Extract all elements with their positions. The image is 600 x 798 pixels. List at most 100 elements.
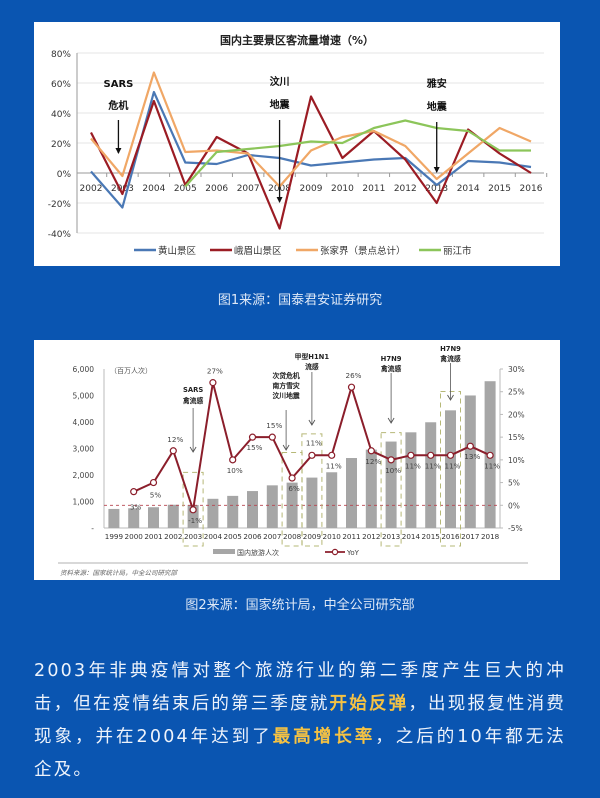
article-paragraph: 2003年非典疫情对整个旅游行业的第二季度产生巨大的冲击，但在疫情结束后的第三季… xyxy=(34,655,566,787)
y-right-tick-label: 25% xyxy=(508,388,525,397)
legend-label: 张家界（景点总计） xyxy=(320,245,406,257)
yoy-marker xyxy=(149,478,158,487)
x-tick-label: 2007 xyxy=(237,184,260,194)
yoy-marker xyxy=(308,451,316,459)
yoy-data-label: -1% xyxy=(188,516,202,525)
yoy-data-label: 11% xyxy=(405,461,421,470)
series-line xyxy=(90,71,532,188)
x-tick-label: 2002 xyxy=(80,184,103,194)
yoy-marker xyxy=(407,451,415,459)
yoy-data-label: 15% xyxy=(266,421,282,430)
y-right-tick-label: 10% xyxy=(508,456,525,465)
annotation-label: 地震 xyxy=(270,98,291,111)
x-tick-label: 2001 xyxy=(144,532,162,541)
x-tick-label: 2002 xyxy=(164,532,182,541)
yoy-marker xyxy=(466,442,474,450)
x-tick-label: 2009 xyxy=(303,532,322,541)
paragraph-text-3: ，之后的10年都无法企及。 xyxy=(34,727,566,780)
x-tick-label: 2007 xyxy=(263,532,281,541)
chart1-panel: 国内主要景区客流量增速（%） 80% 60% 40% 20% 0% -20% -40% 2002… xyxy=(34,22,560,266)
x-tick-label: 2006 xyxy=(243,532,262,541)
yoy-marker xyxy=(189,506,197,514)
bar xyxy=(266,485,278,528)
bar xyxy=(306,477,318,528)
bar xyxy=(148,507,159,528)
paragraph-text-2: ，出现报复性消费现象，并在2004年达到了 xyxy=(34,694,566,747)
highlight-peak-growth: 最高增长率 xyxy=(272,727,376,747)
annotation-label: SARS xyxy=(104,79,134,90)
bar xyxy=(365,449,377,528)
unit-label: （百万人次） xyxy=(110,366,152,375)
bar xyxy=(425,422,437,528)
yoy-data-label: 11% xyxy=(484,461,500,470)
yoy-data-label: 13% xyxy=(464,452,480,461)
annotation-label: 危机 xyxy=(108,99,128,112)
y-right-tick-label: -5% xyxy=(508,524,523,533)
event-annotation-label: 南方雪灾 xyxy=(273,381,300,390)
event-annotation-label: 次贷危机 xyxy=(273,371,300,380)
x-tick-label: 2012 xyxy=(362,532,380,541)
event-highlight-box xyxy=(182,471,204,547)
legend-label: YoY xyxy=(346,549,360,557)
yoy-data-label: 11% xyxy=(306,438,322,447)
chart2-source: 资料来源：国家统计局，中全公司研究部 xyxy=(60,569,179,577)
yoy-data-label: 5% xyxy=(150,491,162,500)
yoy-marker xyxy=(169,447,177,455)
bar xyxy=(405,432,417,528)
y-tick-label: -40% xyxy=(48,230,72,240)
legend-label: 黄山景区 xyxy=(158,245,197,257)
y-left-tick-label: 1,000 xyxy=(73,498,95,507)
annotation-label: 地震 xyxy=(427,100,448,113)
x-tick-label: 2016 xyxy=(520,184,543,194)
x-tick-label: 2005 xyxy=(224,532,242,541)
yoy-marker xyxy=(209,379,217,387)
yoy-data-label: 3% xyxy=(130,503,142,512)
yoy-data-label: 6% xyxy=(288,484,300,493)
bar xyxy=(108,508,120,528)
bar xyxy=(247,491,258,528)
x-tick-label: 2016 xyxy=(441,532,460,541)
bar xyxy=(207,498,219,528)
event-annotation-label: 甲型H1N1 xyxy=(295,352,330,361)
legend-label: 峨眉山景区 xyxy=(234,245,282,257)
y-tick-label: 60% xyxy=(51,80,71,90)
y-left-tick-label: 6,000 xyxy=(73,365,95,374)
event-highlight-box xyxy=(380,432,402,547)
legend-label: 丽江市 xyxy=(443,245,472,257)
event-annotation-label: SARS xyxy=(183,386,203,394)
series-line xyxy=(90,90,532,209)
y-left-tick-label: 2,000 xyxy=(73,471,95,480)
yoy-marker xyxy=(130,488,138,496)
x-tick-label: 2004 xyxy=(142,184,165,194)
annotation-label: 雅安 xyxy=(427,77,447,90)
x-tick-label: 2013 xyxy=(382,532,400,541)
bar xyxy=(464,395,476,528)
yoy-marker xyxy=(229,456,237,464)
bar xyxy=(187,504,199,528)
yoy-marker xyxy=(328,451,336,459)
yoy-data-label: 26% xyxy=(346,371,362,380)
arrow-head-icon xyxy=(387,417,395,424)
chart2-bar-line-chart: 6,000 5,000 4,000 3,000 2,000 1,000 - （百万人次） 30%… xyxy=(58,345,528,577)
y-tick-label: 80% xyxy=(51,50,71,60)
y-right-tick-label: 30% xyxy=(508,365,525,374)
y-left-tick-label: 3,000 xyxy=(73,445,95,454)
yoy-data-label: 12% xyxy=(365,457,381,466)
yoy-data-label: 15% xyxy=(247,443,263,452)
x-tick-label: 2000 xyxy=(125,532,144,541)
event-annotation-label: 流感 xyxy=(305,362,319,371)
x-tick-label: 2011 xyxy=(342,532,360,541)
yoy-marker xyxy=(387,456,395,464)
x-tick-label: 2014 xyxy=(457,184,480,194)
annotation-label: 汶川 xyxy=(270,75,290,88)
x-tick-label: 2015 xyxy=(488,184,511,194)
event-annotation-label: H7N9 xyxy=(381,355,402,363)
bar xyxy=(346,458,357,528)
yoy-data-label: 27% xyxy=(207,367,223,376)
yoy-marker xyxy=(367,447,375,455)
yoy-data-label: 10% xyxy=(385,466,401,475)
yoy-marker xyxy=(248,433,257,441)
chart1-title: 国内主要景区客流量增速（%） xyxy=(220,33,374,47)
bar xyxy=(445,410,456,528)
yoy-marker xyxy=(268,433,276,441)
